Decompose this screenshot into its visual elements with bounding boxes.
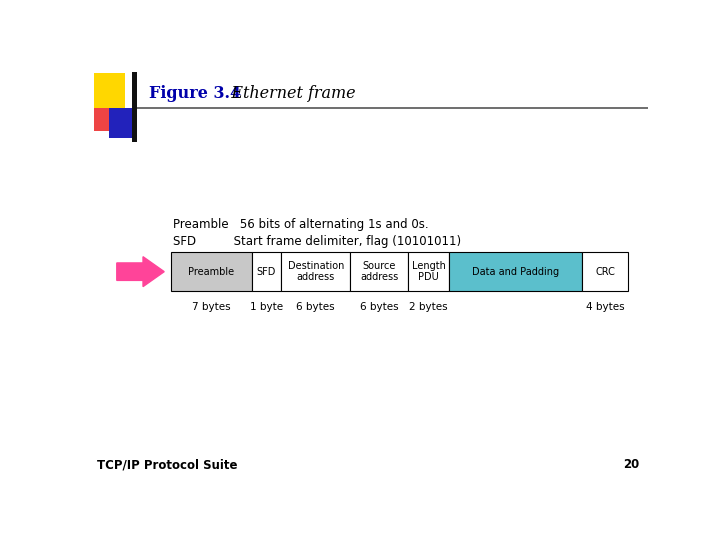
- Bar: [351, 252, 408, 292]
- Bar: [582, 252, 629, 292]
- Text: Length
PDU: Length PDU: [412, 261, 446, 282]
- Text: Preamble   56 bits of alternating 1s and 0s.: Preamble 56 bits of alternating 1s and 0…: [173, 218, 428, 231]
- Text: 20: 20: [624, 458, 639, 471]
- Text: Preamble: Preamble: [189, 267, 235, 276]
- Text: SFD: SFD: [257, 267, 276, 276]
- Bar: [94, 73, 125, 109]
- Bar: [408, 252, 449, 292]
- Text: Source
address: Source address: [360, 261, 399, 282]
- Bar: [132, 72, 138, 141]
- Bar: [281, 252, 351, 292]
- Text: 6 bytes: 6 bytes: [360, 302, 399, 312]
- Bar: [109, 107, 133, 138]
- Text: 7 bytes: 7 bytes: [192, 302, 231, 312]
- Bar: [449, 252, 582, 292]
- Text: Data and Padding: Data and Padding: [472, 267, 559, 276]
- Text: CRC: CRC: [595, 267, 615, 276]
- Bar: [94, 107, 116, 131]
- Bar: [252, 252, 281, 292]
- Text: 1 byte: 1 byte: [250, 302, 283, 312]
- Text: 2 bytes: 2 bytes: [410, 302, 448, 312]
- Text: Figure 3.4: Figure 3.4: [148, 85, 240, 102]
- Text: Ethernet frame: Ethernet frame: [215, 85, 355, 102]
- Text: Destination
address: Destination address: [287, 261, 344, 282]
- FancyArrow shape: [117, 256, 164, 287]
- Bar: [171, 252, 252, 292]
- Text: 4 bytes: 4 bytes: [586, 302, 625, 312]
- Text: 6 bytes: 6 bytes: [297, 302, 335, 312]
- Text: SFD          Start frame delimiter, flag (10101011): SFD Start frame delimiter, flag (1010101…: [173, 235, 461, 248]
- Text: TCP/IP Protocol Suite: TCP/IP Protocol Suite: [96, 458, 237, 471]
